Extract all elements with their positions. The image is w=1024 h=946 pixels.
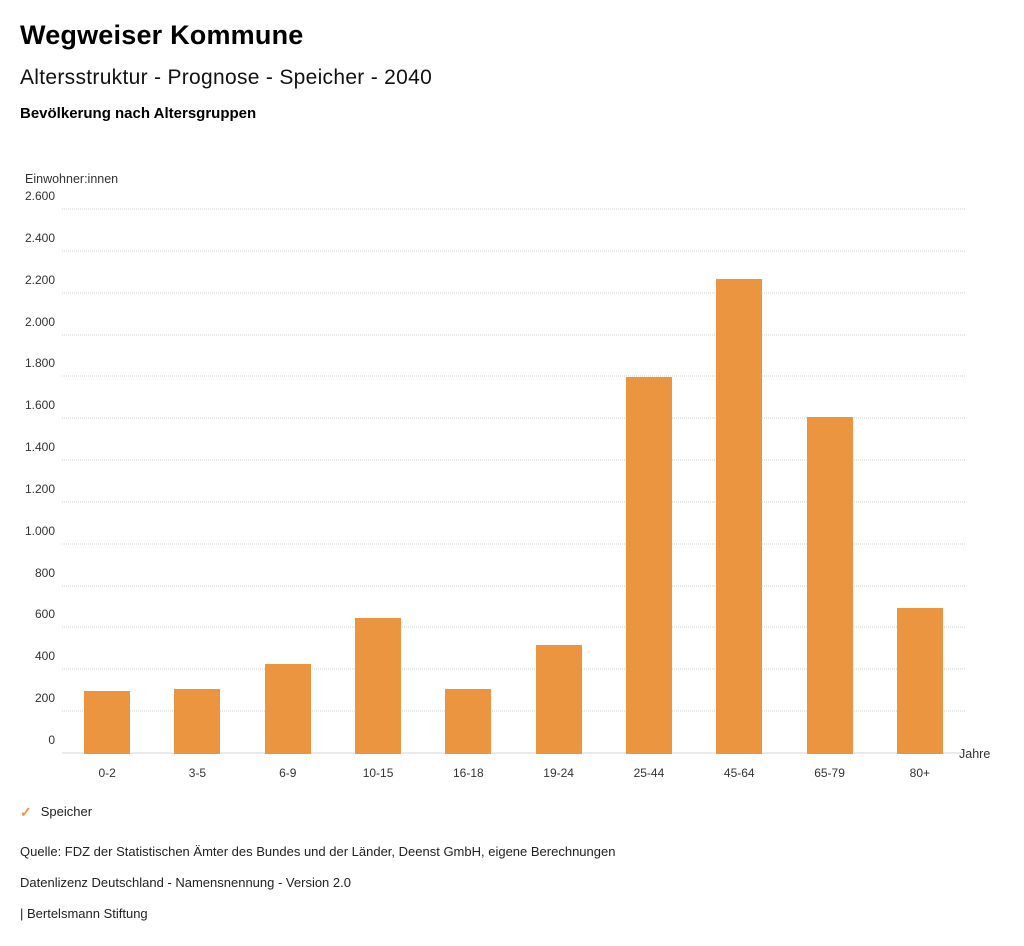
gridline: [62, 668, 965, 670]
y-tick-label: 200: [34, 691, 55, 706]
gridline: [62, 752, 965, 754]
x-tick-label: 45-64: [723, 766, 755, 780]
y-tick-label: 1.800: [24, 356, 55, 371]
x-tick-label: 25-44: [633, 766, 665, 780]
y-tick-label: 1.000: [24, 523, 55, 538]
y-tick-label: 800: [34, 565, 55, 580]
y-tick-label: 1.200: [24, 481, 55, 496]
x-tick-label: 65-79: [814, 766, 845, 780]
gridline: [62, 292, 965, 294]
x-axis-tick-labels: 0-2 3-5 6-9 10-15 16-18 19-24 25-44 45-64 65-79 8…: [62, 766, 965, 786]
chart-subtitle: Bevölkerung nach Altersgruppen: [20, 105, 257, 122]
bar-25-44[interactable]: [625, 377, 672, 754]
x-tick-label: 16-18: [452, 766, 484, 780]
y-axis-tick-labels: 0 200 400 600 800 1.000 1.200 1.400 1.600 1.800 2.…: [0, 189, 55, 754]
gridline: [62, 501, 965, 503]
y-tick-label: 2.200: [24, 272, 55, 287]
y-tick-label: 600: [34, 607, 55, 622]
x-tick-label: 10-15: [362, 766, 394, 780]
y-tick-label: 400: [34, 649, 55, 664]
source-text: Quelle: FDZ der Statistischen Ämter des …: [20, 844, 616, 859]
x-tick-label: 0-2: [98, 766, 116, 780]
plot-area: [62, 208, 965, 754]
bar-80+[interactable]: [896, 607, 943, 754]
x-tick-label: 19-24: [543, 766, 574, 780]
bar-16-18[interactable]: [445, 689, 492, 754]
attribution-text: | Bertelsmann Stiftung: [20, 906, 148, 921]
x-tick-label: 80+: [909, 766, 931, 780]
page-title: Wegweiser Kommune: [20, 20, 304, 50]
gridline: [62, 543, 965, 545]
gridline: [62, 375, 965, 377]
y-tick-label: 2.600: [24, 189, 55, 203]
bar-6-9[interactable]: [264, 664, 311, 754]
x-tick-label: 3-5: [188, 766, 207, 780]
x-axis-title: Jahre: [959, 747, 991, 761]
y-tick-label: 0: [48, 733, 55, 747]
gridline: [62, 459, 965, 461]
gridline: [62, 250, 965, 252]
bar-45-64[interactable]: [716, 279, 763, 754]
bar-65-79[interactable]: [806, 417, 853, 754]
legend-label: Speicher: [40, 804, 93, 819]
gridline: [62, 626, 965, 628]
y-tick-label: 1.400: [24, 440, 55, 455]
gridline: [62, 585, 965, 587]
y-tick-label: 1.600: [24, 398, 55, 413]
y-tick-label: 2.400: [24, 230, 55, 245]
gridline: [62, 710, 965, 712]
license-text: Datenlizenz Deutschland - Namensnennung …: [20, 875, 351, 890]
y-tick-label: 2.000: [24, 314, 55, 329]
gridline: [62, 417, 965, 419]
bar-3-5[interactable]: [174, 689, 221, 754]
legend-item-speicher[interactable]: ✓ Speicher: [20, 804, 92, 819]
bar-10-15[interactable]: [355, 618, 402, 754]
y-axis-title: Einwohner:innen: [25, 172, 119, 186]
x-tick-label: 6-9: [279, 766, 297, 780]
gridline: [62, 334, 965, 336]
checkmark-icon: ✓: [20, 803, 32, 820]
gridline: [62, 208, 965, 210]
bar-0-2[interactable]: [84, 691, 131, 754]
chart-title: Altersstruktur - Prognose - Speicher - 2…: [20, 66, 433, 89]
bar-19-24[interactable]: [535, 645, 582, 754]
